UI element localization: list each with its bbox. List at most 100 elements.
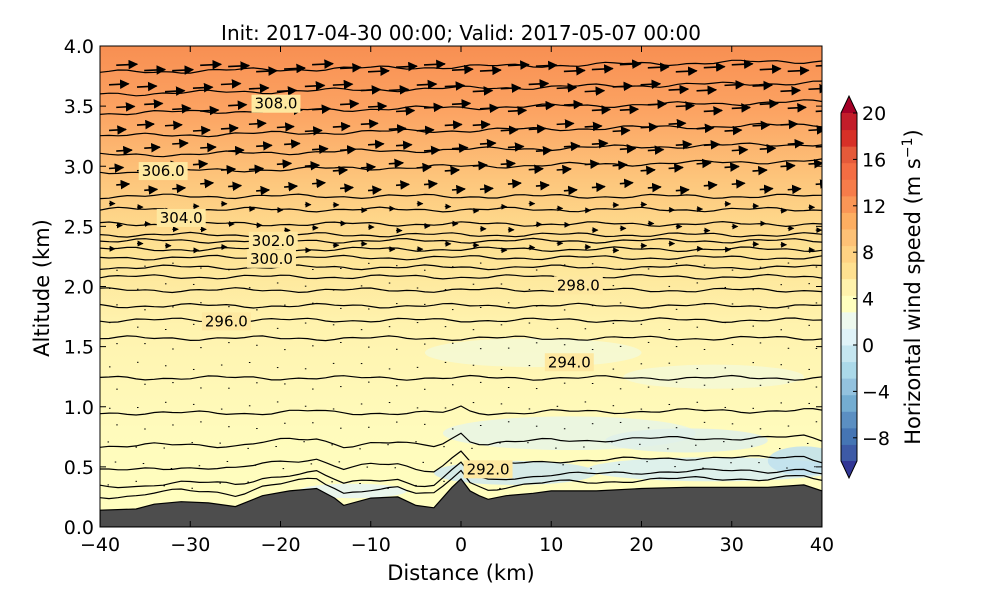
colorbar-swatch — [841, 311, 857, 329]
wind-vector — [479, 138, 497, 149]
y-tick-label: 0.5 — [64, 457, 94, 479]
wind-vector — [228, 181, 243, 192]
colorbar-extend-max — [841, 96, 857, 113]
wind-vector — [507, 178, 522, 189]
y-tick-label: 2.5 — [64, 216, 94, 238]
wind-vector — [759, 143, 777, 154]
colorbar-swatch — [841, 146, 857, 164]
wind-vector — [368, 66, 390, 77]
y-tick-label: 1.5 — [64, 337, 94, 359]
wind-vector — [479, 65, 502, 76]
wind-vector — [787, 65, 810, 76]
contour-label: 292.0 — [467, 460, 510, 478]
wind-vector — [752, 165, 768, 176]
wind-vector — [451, 143, 469, 154]
wind-vector — [752, 80, 774, 91]
wind-vector — [815, 145, 822, 148]
x-tick-label: −40 — [80, 534, 120, 556]
wind-vector — [528, 164, 544, 175]
colorbar-swatch — [841, 245, 857, 263]
wind-vector — [284, 139, 301, 149]
contour-label: 298.0 — [557, 276, 600, 294]
wind-vector — [116, 145, 133, 156]
contour-label-background — [251, 94, 301, 113]
wind-vector — [312, 104, 332, 114]
theta-contour-line — [100, 432, 822, 449]
colorbar-swatch — [841, 295, 857, 313]
wind-anomaly-patch — [605, 428, 768, 453]
wind-vector — [367, 101, 388, 112]
wind-vector — [367, 139, 385, 150]
colorbar-label-close: ) — [901, 129, 925, 137]
colorbar: −8 −4 0 4 8 12 16 20 Horizontal wind speed (m s… — [840, 94, 925, 480]
wind-vector — [172, 138, 189, 149]
wind-vector — [444, 120, 463, 130]
colorbar-swatches — [841, 96, 857, 478]
wind-vector — [472, 86, 494, 96]
wind-vector — [759, 99, 779, 109]
wind-vector — [284, 181, 299, 192]
colorbar-swatch — [841, 179, 857, 197]
wind-vector — [172, 104, 192, 114]
wind-vector — [619, 104, 640, 115]
wind-vector — [696, 158, 712, 169]
wind-vector — [724, 162, 740, 172]
colorbar-swatch — [841, 278, 857, 296]
wind-vector — [556, 119, 575, 129]
colorbar-label-text: Horizontal wind speed (m s — [901, 158, 925, 445]
contour-label: 308.0 — [255, 95, 298, 113]
theta-contour-line — [100, 264, 822, 271]
wind-vector — [675, 101, 696, 111]
y-tick-label: 1.0 — [64, 397, 94, 419]
x-axis-label: Distance (km) — [387, 561, 535, 585]
wind-vector — [144, 99, 164, 109]
contour-label-background — [463, 460, 513, 479]
wind-vector — [619, 178, 634, 189]
wind-vector — [535, 100, 556, 111]
wind-vector — [395, 106, 416, 116]
wind-vector — [340, 183, 355, 193]
colorbar-tick-label: 8 — [862, 242, 874, 264]
wind-vector — [228, 145, 245, 156]
wind-vector — [228, 61, 251, 71]
wind-vector — [647, 145, 665, 155]
wind-vector — [172, 183, 187, 194]
wind-vector — [423, 102, 444, 113]
contour-label-background — [544, 353, 594, 372]
wind-vector — [388, 124, 407, 134]
wind-vector — [192, 82, 214, 93]
wind-vector — [815, 64, 822, 67]
colorbar-label-exponent: −1 — [900, 137, 916, 158]
contour-label: 304.0 — [160, 209, 203, 227]
wind-vector — [248, 83, 270, 94]
wind-vector — [591, 138, 609, 149]
wind-vector — [276, 86, 298, 96]
wind-vector — [815, 110, 822, 113]
wind-vector — [500, 125, 519, 136]
wind-vector — [116, 59, 139, 70]
wind-vector — [668, 118, 687, 129]
wind-anomaly-patch — [623, 364, 804, 389]
wind-vector — [668, 163, 684, 173]
colorbar-swatch — [841, 262, 857, 280]
wind-vector — [703, 140, 721, 150]
wind-vector — [591, 105, 612, 115]
wind-vector — [724, 125, 743, 136]
x-tick-label: 10 — [539, 534, 563, 556]
wind-vector — [787, 184, 802, 195]
contour-label: 300.0 — [250, 250, 293, 268]
x-tick-label: 40 — [810, 534, 834, 556]
wind-vector — [388, 158, 405, 169]
wind-vector — [787, 103, 807, 113]
wind-vector — [451, 99, 472, 109]
contour-label: 302.0 — [252, 232, 295, 250]
y-tick-label: 2.0 — [64, 277, 94, 299]
wind-vector — [228, 100, 248, 110]
colorbar-swatch — [841, 129, 857, 147]
colorbar-swatch — [841, 427, 857, 445]
wind-vector — [703, 62, 726, 72]
wind-vector — [451, 64, 474, 75]
wind-vector — [696, 85, 718, 96]
wind-vector — [612, 160, 628, 171]
wind-vector — [619, 59, 642, 69]
